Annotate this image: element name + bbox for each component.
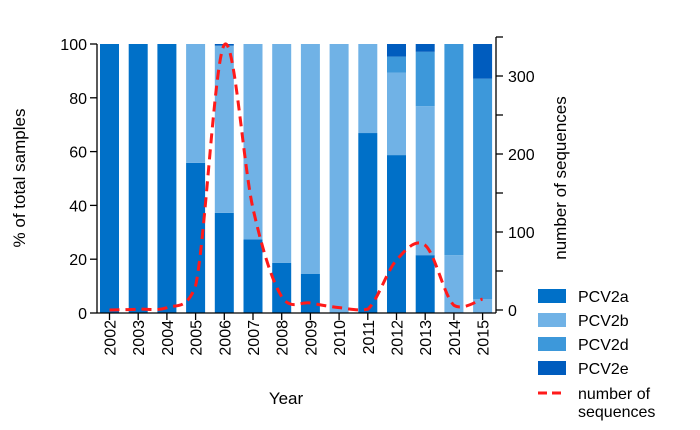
x-tick-label: 2002 <box>103 320 120 356</box>
y2-tick-label: 0 <box>508 303 517 320</box>
x-tick-label: 2009 <box>303 320 320 356</box>
bar-pcv2d-2015 <box>473 78 493 300</box>
y-tick-label: 40 <box>69 198 87 215</box>
y2-tick-label: 200 <box>508 147 535 164</box>
x-tick-label: 2007 <box>246 320 263 356</box>
legend-swatch-pcv2b <box>538 313 566 327</box>
y-tick-label: 60 <box>69 145 87 162</box>
y2-tick-label: 100 <box>508 225 535 242</box>
bar-pcv2a-2007 <box>243 239 263 313</box>
legend-label-sequences-2: sequences <box>578 404 655 421</box>
bar-pcv2b-2010 <box>329 44 349 313</box>
bar-pcv2a-2009 <box>300 273 320 313</box>
bar-pcv2b-2012 <box>387 72 406 156</box>
y-axis-label: % of total samples <box>10 109 29 248</box>
axes: 2002 2003 2004 2005 2006 2007 2008 2009 2010 2011… <box>60 36 535 356</box>
bar-pcv2a-2011 <box>358 133 378 313</box>
x-tick-label: 2006 <box>217 320 234 356</box>
legend-swatch-pcv2e <box>538 361 566 375</box>
bar-pcv2b-2011 <box>358 44 378 134</box>
legend-swatch-pcv2d <box>538 337 566 351</box>
bar-pcv2e-2013 <box>415 44 435 52</box>
sequence-line <box>109 42 484 312</box>
bar-pcv2b-2009 <box>300 44 320 274</box>
x-tick-label: 2010 <box>332 320 349 356</box>
x-tick-label: 2012 <box>390 320 407 356</box>
x-axis-label: Year <box>269 389 304 408</box>
bar-pcv2b-2013 <box>415 106 435 256</box>
bar-pcv2d-2014 <box>444 44 464 256</box>
bar-pcv2a-2002 <box>100 44 119 313</box>
bar-pcv2a-2004 <box>157 44 177 313</box>
x-tick-label: 2008 <box>275 320 292 356</box>
legend-label-sequences-1: number of <box>578 386 651 403</box>
y2-axis-label: number of sequences <box>551 96 570 260</box>
legend-swatch-pcv2a <box>538 289 566 303</box>
bar-pcv2e-2015 <box>473 44 493 79</box>
legend-label-pcv2a: PCV2a <box>578 289 629 306</box>
bar-pcv2b-2005 <box>186 44 206 163</box>
bar-pcv2b-2014 <box>444 255 464 313</box>
y-tick-label: 0 <box>78 306 87 323</box>
bar-pcv2b-2007 <box>243 44 263 240</box>
x-tick-label: 2004 <box>160 320 177 356</box>
bar-pcv2b-2008 <box>272 44 292 263</box>
bar-pcv2e-2012 <box>387 44 406 57</box>
bar-pcv2a-2012 <box>387 155 406 313</box>
y-tick-label: 80 <box>69 91 87 108</box>
bar-pcv2d-2013 <box>415 51 435 107</box>
x-tick-label: 2014 <box>447 320 464 356</box>
bar-pcv2b-2006 <box>214 45 234 213</box>
bar-pcv2a-2006 <box>214 212 234 313</box>
x-tick-label: 2003 <box>131 320 148 356</box>
bar-pcv2a-2003 <box>128 44 148 313</box>
bar-pcv2a-2005 <box>186 162 206 313</box>
y2-tick-label: 300 <box>508 69 535 86</box>
bar-pcv2b-2015 <box>473 299 493 313</box>
legend-label-pcv2e: PCV2e <box>578 361 629 378</box>
sequence-line-path <box>109 42 484 312</box>
y-tick-label: 20 <box>69 252 87 269</box>
x-tick-label: 2015 <box>476 320 493 356</box>
bars <box>100 44 493 313</box>
x-tick-label: 2011 <box>361 320 378 355</box>
legend-label-pcv2d: PCV2d <box>578 337 629 354</box>
bar-pcv2d-2012 <box>387 56 406 73</box>
x-tick-label: 2013 <box>418 320 435 356</box>
legend-label-pcv2b: PCV2b <box>578 313 629 330</box>
bar-pcv2a-2013 <box>415 255 435 313</box>
bar-pcv2a-2008 <box>272 262 292 313</box>
x-tick-label: 2005 <box>189 320 206 356</box>
y-tick-label: 100 <box>60 37 87 54</box>
